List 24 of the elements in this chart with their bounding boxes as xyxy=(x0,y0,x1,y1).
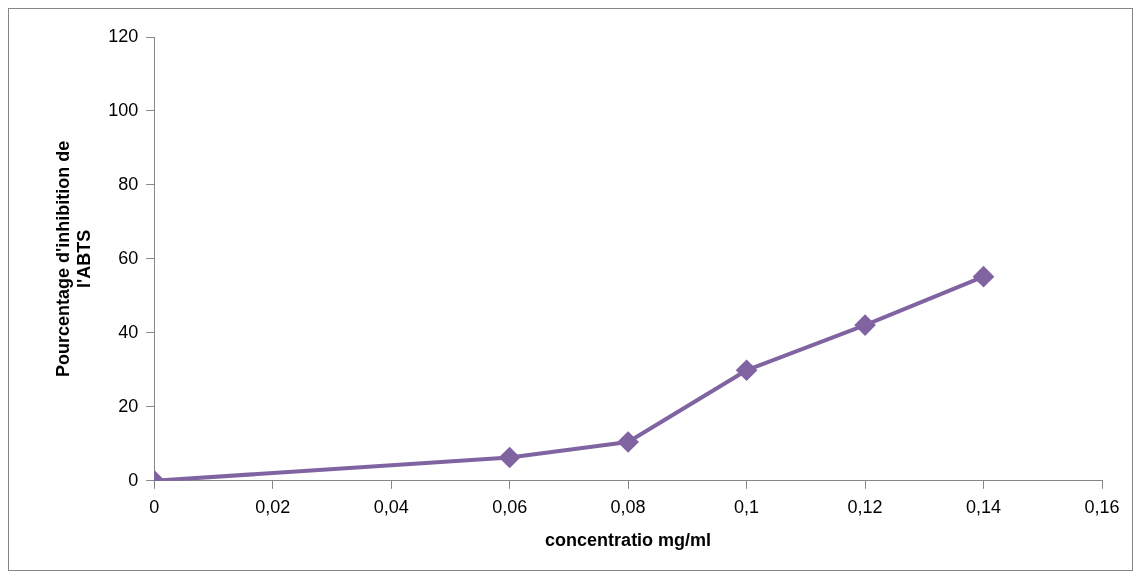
y-axis-title: Pourcentage d'inhibition de l'ABTS xyxy=(52,140,95,378)
x-tick-label: 0 xyxy=(149,496,160,517)
x-tick-label: 0,12 xyxy=(847,496,883,517)
x-axis-title: concentratio mg/ml xyxy=(545,530,712,551)
y-tick-label: 120 xyxy=(108,25,139,46)
x-tick-label: 0,1 xyxy=(734,496,760,517)
x-tick-label: 0,08 xyxy=(610,496,646,517)
point xyxy=(973,266,994,287)
y-tick-label: 80 xyxy=(118,173,139,194)
x-tick-label: 0,16 xyxy=(1084,496,1120,517)
point xyxy=(855,315,876,336)
x-tick-label: 0,04 xyxy=(373,496,409,517)
point xyxy=(736,360,757,381)
x-tick-label: 0,06 xyxy=(492,496,528,517)
y-tick-label: 40 xyxy=(118,321,139,342)
point xyxy=(499,447,520,468)
x-tick-label: 0,14 xyxy=(966,496,1002,517)
y-tick-label: 100 xyxy=(108,99,139,120)
point xyxy=(618,431,639,452)
chart-frame: concentratio mg/ml Pourcentage d'inhibition de l'ABTS 0 0,02 0,04 0,06 0,08 0,1 0,12 0,14 0,16 0 20 40 60 80 100 120 xyxy=(8,8,1133,571)
y-tick-label: 20 xyxy=(118,395,139,416)
y-tick-label: 0 xyxy=(128,469,139,490)
y-tick-label: 60 xyxy=(118,247,139,268)
x-tick-label: 0,02 xyxy=(255,496,291,517)
